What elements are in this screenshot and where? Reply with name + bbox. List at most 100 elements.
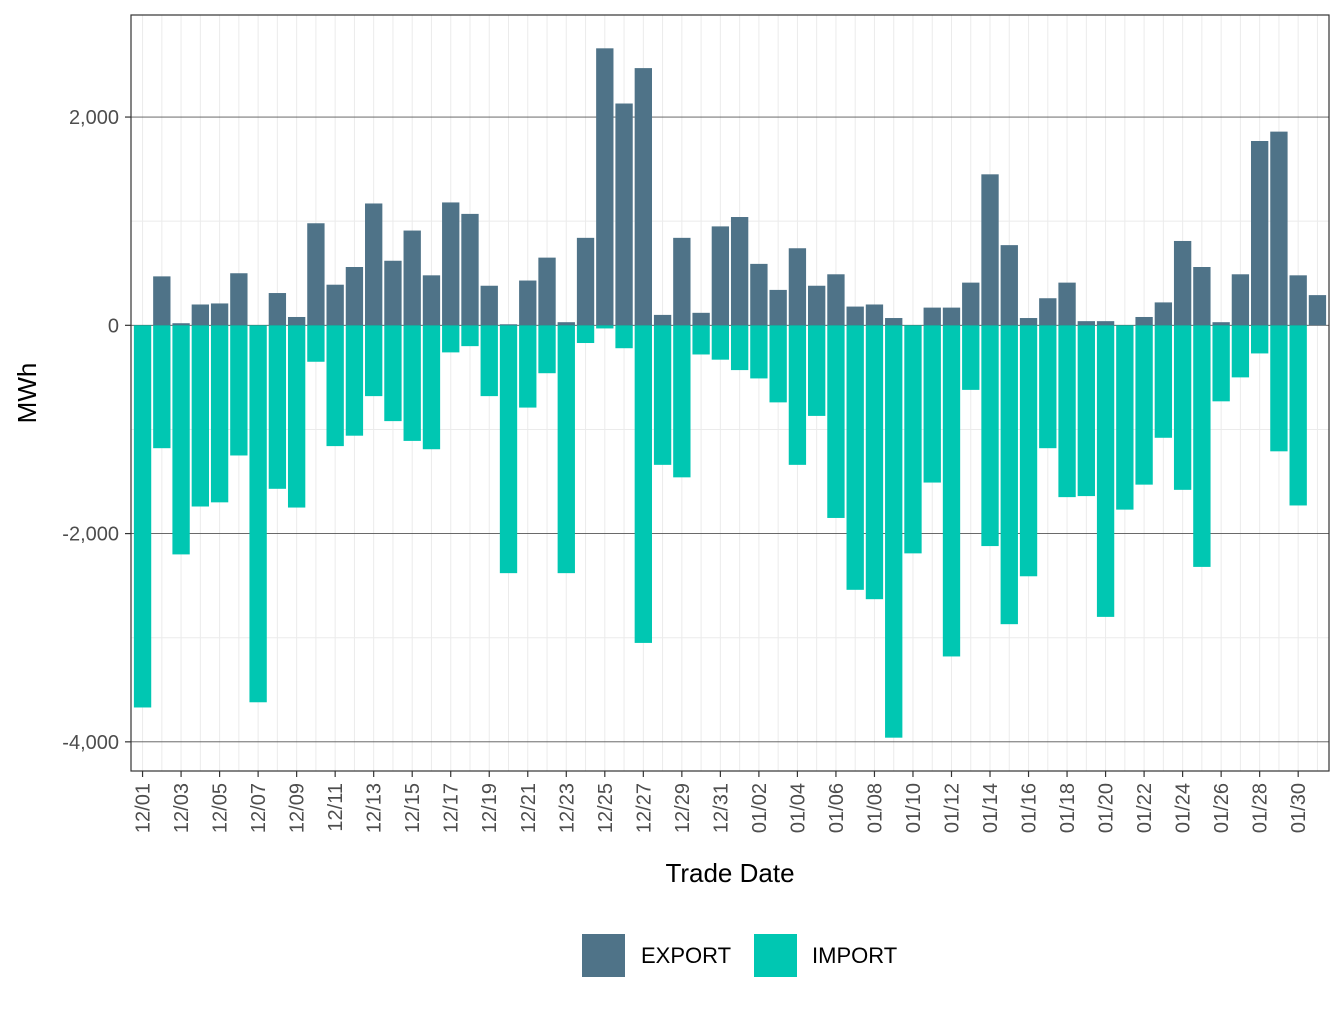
bars bbox=[133, 48, 1327, 738]
bar-export-01-31 bbox=[1308, 295, 1327, 326]
bar-import-12-31 bbox=[711, 325, 730, 360]
x-tick-label: 01/28 bbox=[1250, 783, 1272, 833]
bar-import-01-20 bbox=[1096, 325, 1115, 617]
bar-export-01-30 bbox=[1289, 275, 1307, 326]
x-tick-label: 12/21 bbox=[518, 783, 540, 833]
bar-import-12-09 bbox=[287, 325, 306, 508]
bar-export-12-30 bbox=[692, 312, 710, 326]
bar-export-12-20 bbox=[499, 324, 518, 326]
x-axis-title: Trade Date bbox=[665, 858, 794, 888]
bar-export-01-15 bbox=[1000, 245, 1018, 326]
bar-export-01-26 bbox=[1212, 322, 1230, 326]
bar-export-12-08 bbox=[268, 293, 287, 326]
bar-import-01-04 bbox=[788, 325, 807, 465]
bar-export-01-02 bbox=[750, 263, 768, 326]
bar-import-01-08 bbox=[865, 325, 884, 600]
bar-import-01-02 bbox=[750, 325, 768, 379]
bar-export-01-28 bbox=[1250, 141, 1269, 326]
bar-export-12-11 bbox=[326, 284, 344, 326]
bar-export-01-17 bbox=[1039, 298, 1057, 326]
bar-import-12-05 bbox=[210, 325, 229, 503]
bar-export-01-05 bbox=[808, 285, 826, 326]
bar-import-01-19 bbox=[1077, 325, 1095, 497]
bar-export-01-09 bbox=[885, 318, 903, 326]
bar-export-01-25 bbox=[1193, 267, 1211, 326]
bar-export-01-20 bbox=[1096, 321, 1115, 326]
x-tick-label: 12/19 bbox=[479, 783, 501, 833]
bar-import-12-18 bbox=[461, 325, 479, 347]
bar-export-12-19 bbox=[480, 285, 498, 326]
x-tick-label: 12/27 bbox=[633, 783, 655, 833]
bar-import-01-25 bbox=[1193, 325, 1211, 567]
bar-import-01-10 bbox=[904, 325, 922, 554]
bar-export-01-29 bbox=[1270, 131, 1288, 326]
y-tick-label: -4,000 bbox=[62, 732, 119, 754]
bar-import-12-30 bbox=[692, 325, 710, 355]
bar-export-01-27 bbox=[1231, 274, 1250, 326]
bar-export-12-22 bbox=[538, 257, 556, 326]
bar-export-12-29 bbox=[673, 237, 691, 326]
bar-export-12-02 bbox=[153, 276, 171, 326]
bar-export-01-01 bbox=[730, 217, 749, 326]
bar-export-12-10 bbox=[307, 223, 325, 326]
y-tick-label: 0 bbox=[108, 315, 119, 337]
bar-import-12-24 bbox=[576, 325, 595, 344]
bar-import-12-27 bbox=[634, 325, 652, 643]
bar-export-12-27 bbox=[634, 68, 652, 326]
bar-export-12-23 bbox=[557, 322, 575, 326]
bar-import-01-14 bbox=[981, 325, 999, 547]
minor-gridlines bbox=[131, 15, 1329, 771]
bar-import-01-06 bbox=[827, 325, 845, 518]
bar-import-01-16 bbox=[1019, 325, 1038, 577]
bar-export-12-15 bbox=[403, 230, 421, 326]
legend: EXPORT IMPORT bbox=[582, 934, 897, 977]
x-tick-label: 01/26 bbox=[1211, 783, 1233, 833]
bar-import-12-13 bbox=[365, 325, 383, 397]
x-tick-label: 01/04 bbox=[787, 783, 809, 833]
x-tick-label: 01/06 bbox=[826, 783, 848, 833]
bar-import-01-15 bbox=[1000, 325, 1018, 625]
bar-export-12-04 bbox=[191, 304, 210, 326]
bar-export-12-12 bbox=[345, 267, 364, 326]
x-tick-label: 12/11 bbox=[325, 783, 347, 832]
x-tick-label: 01/10 bbox=[903, 783, 925, 833]
x-tick-label: 12/13 bbox=[364, 783, 386, 833]
bar-import-12-17 bbox=[442, 325, 460, 353]
legend-label-import: IMPORT bbox=[812, 943, 897, 968]
bar-import-12-12 bbox=[345, 325, 364, 436]
bar-import-01-22 bbox=[1135, 325, 1153, 485]
bar-import-12-10 bbox=[307, 325, 325, 362]
bar-export-12-05 bbox=[210, 303, 229, 326]
x-tick-label: 01/20 bbox=[1096, 783, 1118, 833]
bar-export-01-04 bbox=[788, 248, 807, 326]
legend-swatch-import bbox=[754, 934, 797, 977]
bar-export-12-18 bbox=[461, 213, 479, 326]
bar-import-12-04 bbox=[191, 325, 210, 507]
bar-export-12-16 bbox=[422, 275, 441, 326]
bar-import-01-21 bbox=[1116, 325, 1134, 510]
bar-import-01-26 bbox=[1212, 325, 1230, 402]
legend-label-export: EXPORT bbox=[641, 943, 731, 968]
bar-import-01-01 bbox=[730, 325, 749, 371]
bar-import-12-28 bbox=[653, 325, 672, 465]
x-tick-label: 12/15 bbox=[402, 783, 424, 833]
x-tick-label: 12/01 bbox=[133, 783, 155, 833]
bar-import-01-28 bbox=[1250, 325, 1269, 354]
bar-import-01-23 bbox=[1154, 325, 1173, 438]
x-tick-label: 01/18 bbox=[1057, 783, 1079, 833]
bar-import-01-27 bbox=[1231, 325, 1250, 378]
bar-export-01-16 bbox=[1019, 318, 1038, 326]
y-tick-label: 2,000 bbox=[69, 107, 119, 129]
x-tick-label: 12/23 bbox=[556, 783, 578, 833]
y-axis-title: MWh bbox=[12, 363, 42, 424]
x-tick-label: 12/25 bbox=[595, 783, 617, 833]
bar-import-01-12 bbox=[942, 325, 961, 657]
x-tick-label: 01/02 bbox=[749, 783, 771, 833]
bar-export-12-31 bbox=[711, 226, 730, 326]
bar-import-12-03 bbox=[172, 325, 190, 555]
bar-import-01-09 bbox=[885, 325, 903, 738]
x-tick-label: 12/05 bbox=[210, 783, 232, 833]
x-tick-label: 12/17 bbox=[441, 783, 463, 833]
bar-import-01-24 bbox=[1173, 325, 1192, 490]
bar-export-12-14 bbox=[384, 260, 402, 326]
